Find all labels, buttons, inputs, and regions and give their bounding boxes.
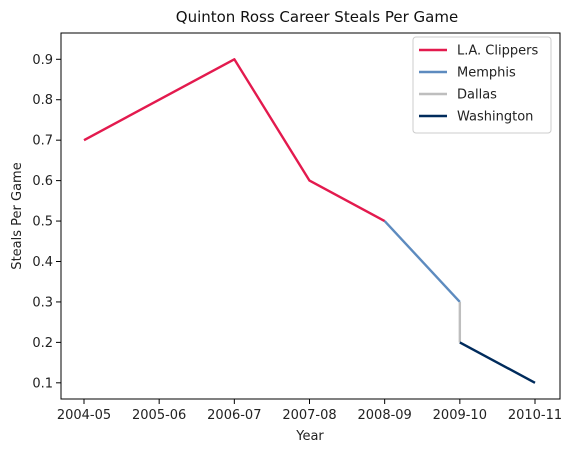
y-tick-label: 0.4 <box>32 255 53 270</box>
y-tick-label: 0.9 <box>32 53 53 68</box>
x-tick-label: 2005-06 <box>132 408 186 423</box>
series-line-l-a-clippers <box>83 58 386 223</box>
x-axis: 2004-05 2005-06 2006-07 2007-08 2008-09 2009-… <box>57 399 562 423</box>
series-line-memphis <box>383 220 461 303</box>
legend-label: L.A. Clippers <box>457 44 538 59</box>
y-tick-label: 0.2 <box>32 336 53 351</box>
series-line-washington <box>459 341 536 384</box>
legend: L.A. Clippers Memphis Dallas Washington <box>412 36 552 134</box>
x-tick-label: 2008-09 <box>358 408 412 423</box>
y-tick-label: 0.1 <box>32 376 53 391</box>
legend-label: Dallas <box>457 88 497 103</box>
x-tick-label: 2009-10 <box>433 408 487 423</box>
x-tick-label: 2010-11 <box>508 408 562 423</box>
y-tick-label: 0.3 <box>32 295 53 310</box>
y-axis-label: Steals Per Game <box>10 162 25 269</box>
series-lines <box>83 58 536 384</box>
y-tick-label: 0.6 <box>32 174 53 189</box>
legend-label: Washington <box>457 110 533 125</box>
y-tick-label: 0.5 <box>32 215 53 230</box>
x-axis-label: Year <box>295 429 324 444</box>
x-tick-label: 2007-08 <box>282 408 336 423</box>
legend-box <box>412 36 552 134</box>
y-tick-label: 0.8 <box>32 93 53 108</box>
x-tick-label: 2004-05 <box>57 408 111 423</box>
y-axis: 0.1 0.2 0.3 0.4 0.5 0.6 0.7 0.8 0.9 <box>32 53 61 391</box>
legend-label: Memphis <box>457 66 516 81</box>
chart-title: Quinton Ross Career Steals Per Game <box>176 8 458 26</box>
y-tick-label: 0.7 <box>32 134 53 149</box>
x-tick-label: 2006-07 <box>207 408 261 423</box>
